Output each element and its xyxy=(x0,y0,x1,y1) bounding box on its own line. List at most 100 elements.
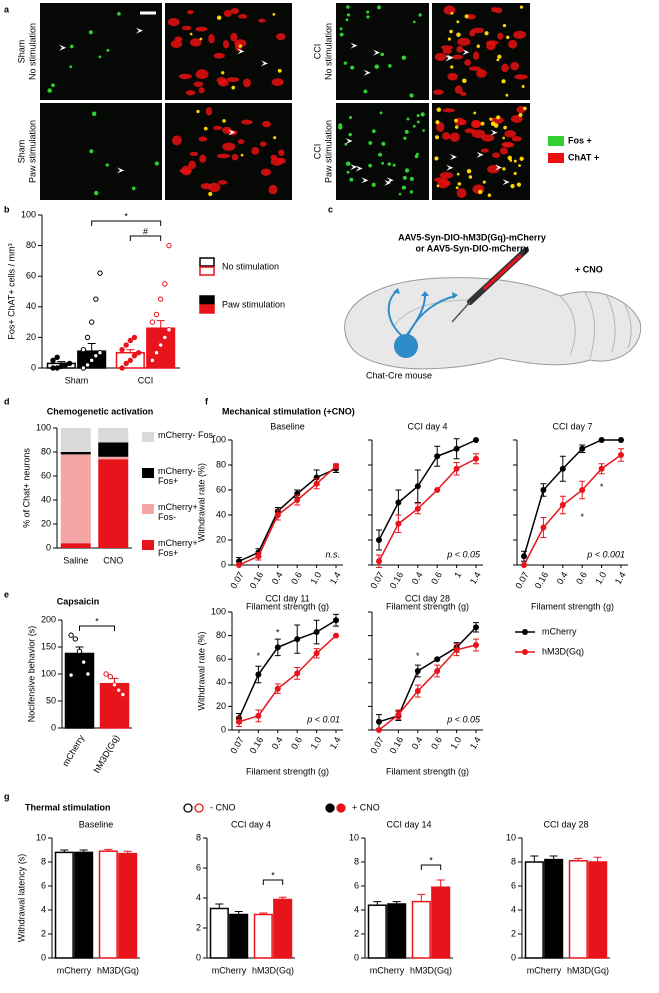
y-tick-label: 0 xyxy=(196,952,201,962)
chat-cell xyxy=(205,107,213,116)
fos-cell xyxy=(404,168,410,173)
chat-cell xyxy=(481,134,495,142)
error-bar xyxy=(234,911,243,915)
fos-cell xyxy=(377,5,381,10)
legend-label: mCherry+ Fos- xyxy=(158,502,198,522)
fos-cell xyxy=(89,149,94,154)
y-tick-label: 0 xyxy=(46,542,51,552)
chat-cell xyxy=(199,154,207,163)
chat-cell xyxy=(442,108,455,113)
marker xyxy=(236,718,242,725)
fos-cell xyxy=(379,111,383,115)
colabel-cell xyxy=(493,123,499,128)
y-tick-label: 80 xyxy=(41,446,51,456)
marker xyxy=(559,502,566,508)
y-tick-label: 40 xyxy=(216,677,226,687)
data-point xyxy=(166,327,172,333)
image-label: No stimulation xyxy=(323,23,333,80)
error-bar xyxy=(436,879,445,888)
chat-cell xyxy=(454,85,463,94)
marker xyxy=(333,463,339,470)
data-point xyxy=(157,342,164,348)
x-tick-label: hM3D(Gq) xyxy=(252,965,294,975)
line xyxy=(238,635,337,723)
fos-cell xyxy=(350,65,355,70)
data-point xyxy=(127,357,134,364)
data-point xyxy=(166,242,172,249)
fos-cell xyxy=(392,163,396,167)
significance-label: * xyxy=(276,628,280,638)
colabel-cell xyxy=(468,175,473,179)
line xyxy=(378,458,477,562)
fos-cell xyxy=(416,120,420,124)
chat-cell xyxy=(456,188,467,198)
fos-cell xyxy=(404,129,409,134)
chat-cell xyxy=(468,66,481,71)
chat-cell xyxy=(469,29,476,37)
data-point xyxy=(149,357,156,364)
marker xyxy=(274,512,281,518)
fos-cell xyxy=(403,136,407,140)
chat-cell xyxy=(503,142,515,148)
chat-cell xyxy=(508,39,518,49)
micrograph xyxy=(336,103,429,200)
fos-cell xyxy=(105,163,109,167)
fos-cell xyxy=(368,140,373,145)
x-tick-label: mCherry xyxy=(527,965,562,975)
bar-segment xyxy=(60,454,91,544)
chat-cell xyxy=(464,128,476,134)
marker xyxy=(453,445,460,452)
legend-label: hM3D(Gq) xyxy=(542,646,584,656)
marker xyxy=(598,437,605,443)
data-point xyxy=(153,311,160,318)
marker xyxy=(255,712,262,719)
chat-cell xyxy=(449,132,460,142)
chat-cell xyxy=(235,41,242,52)
colabel-cell xyxy=(203,126,208,131)
fos-cell xyxy=(338,124,343,130)
legend-label: ChAT + xyxy=(568,152,599,162)
error-bar xyxy=(87,343,96,352)
bar xyxy=(273,898,293,959)
projection-arrows xyxy=(393,288,458,299)
data-point xyxy=(123,342,129,348)
arrowhead xyxy=(135,27,143,34)
chat-cell xyxy=(187,10,194,15)
y-tick-label: 50 xyxy=(46,695,56,705)
colabel-cell xyxy=(447,37,451,41)
chat-cell xyxy=(189,38,202,47)
y-tick-label: 0 xyxy=(511,952,516,962)
chat-cell xyxy=(226,77,240,83)
marker xyxy=(395,520,402,527)
arrowhead xyxy=(462,49,470,56)
error-bar xyxy=(104,848,113,852)
chat-cell xyxy=(501,63,509,73)
chat-cell xyxy=(189,151,199,156)
y-tick-label: 4 xyxy=(41,904,46,914)
colabel-cell xyxy=(487,193,492,197)
syringe-fill xyxy=(482,253,523,291)
error-bar xyxy=(593,856,602,862)
chat-cell xyxy=(497,32,504,40)
marker xyxy=(618,452,624,458)
marker xyxy=(540,487,547,493)
marker xyxy=(473,624,479,631)
arrowhead xyxy=(350,164,358,171)
significance-bracket xyxy=(420,864,442,870)
chat-cell xyxy=(434,52,447,61)
fos-cell xyxy=(416,114,420,118)
colabel-cell xyxy=(277,68,282,73)
fos-cell xyxy=(374,64,380,69)
arrowhead xyxy=(260,60,268,67)
y-tick-label: 6 xyxy=(511,880,516,890)
bar xyxy=(411,900,431,959)
data-point xyxy=(93,353,99,359)
marker xyxy=(434,487,441,493)
chat-cell xyxy=(198,136,208,142)
marker xyxy=(376,727,382,733)
arrowhead xyxy=(355,165,363,172)
panel-letter: d xyxy=(4,396,10,406)
micrograph xyxy=(336,3,429,100)
legend-marker xyxy=(336,803,346,813)
micrograph xyxy=(165,3,292,100)
